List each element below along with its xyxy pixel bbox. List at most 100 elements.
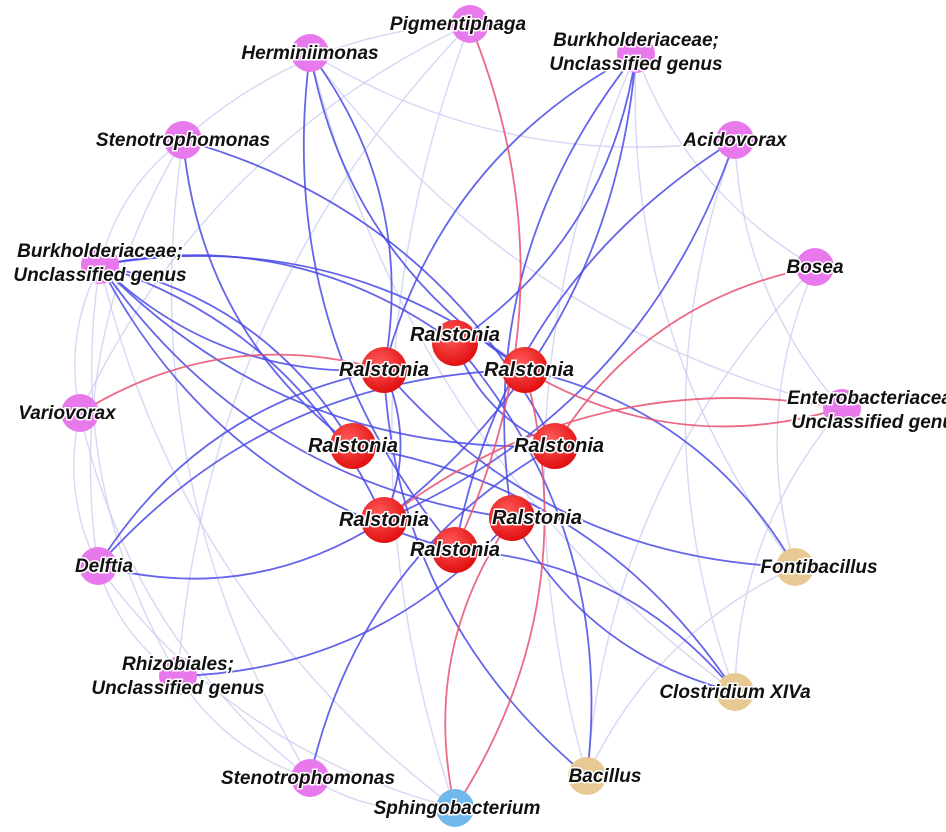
node-bosea [796,248,834,286]
faint-edge-layer [73,23,843,812]
node-bacillus [568,757,606,795]
edge-delftia-ral2 [97,369,385,567]
faint-edge [182,23,471,141]
edge-sphingo-ral7 [444,517,513,809]
label-steno-bottom: Stenotrophomonas [221,768,395,789]
label-entero-line2: Unclassified genus [791,412,946,433]
edge-burk-left-ral5 [99,264,556,448]
edge-entero-ral6 [383,397,843,521]
edge-clostridium-ral8 [454,549,736,693]
faint-edge [177,23,471,677]
node-ral3 [502,347,548,393]
edge-acidovorax-ral6 [383,139,736,521]
faint-edge [391,23,471,809]
faint-edge [79,23,471,414]
label-acidovorax: Acidovorax [682,130,788,151]
label-burk-left-line2: Unclassified genus [13,265,186,286]
edge-delftia-ral6 [97,519,385,580]
label-bacillus: Bacillus [569,766,642,787]
faint-edge [684,139,736,693]
label-ral2: Ralstonia [339,359,429,381]
edge-entero-ral3 [524,369,843,428]
node-variovorax [61,394,99,432]
edge-fontibacillus-ral3 [524,369,796,568]
node-clostridium [716,673,754,711]
edge-steno-top-ral4 [182,139,354,447]
node-ral2 [361,347,407,393]
edge-clostridium-ral4 [352,445,736,693]
edge-burk-left-ral7 [99,264,513,519]
edge-burk-left-ral4 [99,264,354,447]
faint-edge [586,266,816,777]
edge-burk-top-ral6 [383,53,637,521]
node-acidovorax [716,121,754,159]
edge-burk-left-ral6 [99,264,385,521]
faint-edge [177,675,311,779]
label-ral7: Ralstonia [492,507,582,529]
faint-edge [170,139,311,779]
node-ral8 [432,527,478,573]
edge-fontibacillus-ral2 [383,369,796,568]
label-herminiimonas: Herminiimonas [241,43,378,64]
node-delftia [79,547,117,585]
label-clostridium: Clostridium XIVa [659,682,811,703]
edge-herminiimonas-ral2 [309,52,393,371]
faint-edge [309,52,843,409]
label-rhizobiales: Rhizobiales; Unclassified genus [91,654,264,699]
faint-edge [734,139,843,409]
faint-edge [635,53,816,268]
node-pigmentiphaga [451,5,489,43]
node-steno-bottom [291,759,329,797]
label-bosea: Bosea [786,257,843,278]
faint-edge [586,566,796,777]
node-burk-top [617,35,655,73]
node-layer [61,5,861,827]
faint-edge [79,412,311,779]
node-herminiimonas [291,34,329,72]
label-rhizobiales-line1: Rhizobiales; [122,654,234,675]
faint-edge [543,53,637,777]
edge-delftia-ral3 [97,369,526,567]
label-burk-left: Burkholderiaceae; Unclassified genus [13,241,186,286]
edge-burk-top-ral1 [454,53,637,344]
edge-burk-left-ral2 [99,264,385,372]
node-ral4 [330,423,376,469]
label-ral8: Ralstonia [410,539,500,561]
label-burk-top-line1: Burkholderiaceae; [553,30,719,51]
edge-burk-top-ral2 [383,53,637,371]
edge-herminiimonas-ral8 [302,52,456,551]
edge-pigmentiphaga-ral8 [454,23,522,551]
node-fontibacillus [776,548,814,586]
node-steno-top [164,121,202,159]
node-rhizobiales [159,657,197,695]
faint-edge [734,407,843,693]
label-steno-top: Stenotrophomonas [96,130,270,151]
faint-edge [97,565,456,809]
label-burk-top-line2: Unclassified genus [549,54,722,75]
label-fontibacillus: Fontibacillus [760,557,877,578]
label-ral3: Ralstonia [484,359,574,381]
faint-edge [776,266,816,568]
label-sphingo: Sphingobacterium [374,798,541,819]
label-burk-top: Burkholderiaceae; Unclassified genus [549,30,722,75]
node-burk-left [81,246,119,284]
label-delftia: Delftia [75,556,134,577]
node-ral6 [361,497,407,543]
node-ral5 [532,423,578,469]
label-entero-line1: Enterobacteriaceae; [787,388,946,409]
edge-acidovorax-ral8 [454,139,736,551]
edge-bacillus-ral2 [383,369,588,777]
label-variovorax: Variovorax [18,403,117,424]
label-ral4: Ralstonia [308,435,398,457]
edge-bosea-ral5 [554,266,816,447]
node-ral1 [432,320,478,366]
faint-edge [99,264,456,809]
node-ral7 [489,495,535,541]
label-ral1: Ralstonia [410,324,500,346]
label-rhizobiales-line2: Unclassified genus [91,678,264,699]
faint-edge [89,139,184,567]
node-entero [823,389,861,427]
edge-clostridium-ral7 [511,517,736,693]
edge-bacillus-ral1 [454,342,593,777]
label-ral5: Ralstonia [514,435,604,457]
